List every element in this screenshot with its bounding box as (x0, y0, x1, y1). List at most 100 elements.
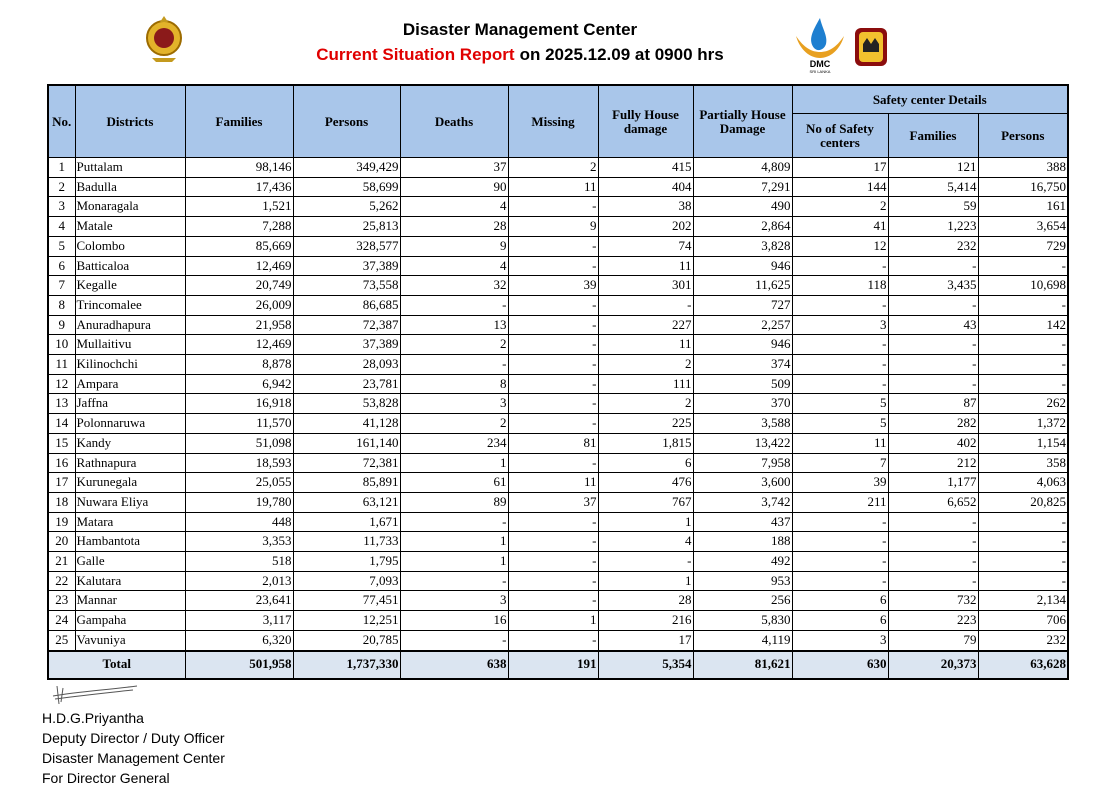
value-cell: 17,436 (184, 176, 294, 198)
value-cell: 1 (597, 511, 694, 533)
value-cell: - (507, 354, 599, 375)
value-cell: - (791, 531, 889, 553)
district-cell: Colombo (74, 235, 186, 257)
table-row: 25 Vavuniya 6,320 20,785- -17 4,119 3 79 232 (47, 629, 1069, 652)
value-cell: 11 (507, 176, 599, 198)
value-cell: - (399, 570, 509, 592)
table-row: 1 Puttalam 98,146 349,429 37 2 415 4,809 17 121 38… (47, 157, 1069, 178)
value-cell: 85,669 (184, 235, 294, 257)
value-cell: 19,780 (184, 491, 294, 513)
row-number: 6 (47, 255, 76, 277)
value-cell: 61 (399, 472, 509, 493)
row-number: 4 (47, 216, 76, 237)
value-cell: 5 (791, 393, 889, 415)
value-cell: - (507, 393, 599, 415)
value-cell: 1,223 (887, 216, 979, 237)
value-cell: 11 (791, 432, 889, 454)
value-cell: 2 (399, 413, 509, 434)
table-row: 18 Nuwara Eliya 19,780 63,121 89 37 767 3,742 21… (47, 491, 1069, 513)
value-cell: 211 (791, 491, 889, 513)
district-cell: Batticaloa (74, 255, 186, 277)
value-cell: 23,781 (292, 373, 401, 395)
table-row: 11 Kilinochchi 8,878 28,093- -2 374- - - (47, 354, 1069, 375)
district-cell: Gampaha (74, 610, 186, 631)
value-cell: 448 (184, 511, 294, 533)
value-cell: 118 (791, 275, 889, 296)
value-cell: 59 (887, 196, 979, 218)
value-cell: 492 (692, 551, 793, 572)
row-number: 13 (47, 393, 76, 415)
value-cell: 87 (887, 393, 979, 415)
value-cell: 17 (597, 629, 694, 652)
district-cell: Trincomalee (74, 294, 186, 316)
value-cell: 1,154 (977, 432, 1069, 454)
value-cell: 212 (887, 452, 979, 474)
value-cell: 6,320 (184, 629, 294, 652)
value-cell: 729 (977, 235, 1069, 257)
value-cell: 77,451 (292, 590, 401, 612)
column-header: Persons (292, 84, 401, 158)
value-cell: 26,009 (184, 294, 294, 316)
value-cell: 161,140 (292, 432, 401, 454)
value-cell: - (887, 531, 979, 553)
table-row: 6 Batticaloa 12,469 37,389 4-11 946- - - (47, 255, 1069, 277)
value-cell: 225 (597, 413, 694, 434)
signature-line: H.D.G.Priyantha (42, 710, 144, 726)
row-number: 23 (47, 590, 76, 612)
column-header: Persons (977, 113, 1069, 158)
value-cell: - (507, 590, 599, 612)
subtitle: Current Situation Report on 2025.12.09 at… (0, 45, 1040, 65)
value-cell: 262 (977, 393, 1069, 415)
value-cell: 37,389 (292, 255, 401, 277)
table-row: 17 Kurunegala 25,055 85,891 61 11 476 3,600 39 1,… (47, 472, 1069, 493)
value-cell: 90 (399, 176, 509, 198)
value-cell: 5,262 (292, 196, 401, 218)
value-cell: 1,795 (292, 551, 401, 572)
signature-line: For Director General (42, 770, 170, 786)
table-row: 22 Kalutara 2,013 7,093- -1 953- - - (47, 570, 1069, 592)
value-cell: - (887, 334, 979, 356)
district-cell: Kilinochchi (74, 354, 186, 375)
value-cell: - (507, 413, 599, 434)
value-cell: - (507, 570, 599, 592)
total-label: Total (47, 649, 186, 680)
district-cell: Polonnaruwa (74, 413, 186, 434)
value-cell: 12,251 (292, 610, 401, 631)
total-cell: 5,354 (597, 649, 694, 680)
value-cell: 28 (399, 216, 509, 237)
value-cell: - (977, 334, 1069, 356)
value-cell: 3 (791, 314, 889, 336)
value-cell: 388 (977, 157, 1069, 178)
row-number: 20 (47, 531, 76, 553)
value-cell: 232 (887, 235, 979, 257)
value-cell: 25,813 (292, 216, 401, 237)
value-cell: 6 (597, 452, 694, 474)
value-cell: 7,288 (184, 216, 294, 237)
value-cell: 11,733 (292, 531, 401, 553)
value-cell: - (791, 511, 889, 533)
value-cell: 41 (791, 216, 889, 237)
row-number: 21 (47, 551, 76, 572)
value-cell: 10,698 (977, 275, 1069, 296)
report-label: Current Situation Report (316, 45, 515, 64)
dmc-logos: DMC SRI LANKA (796, 18, 887, 74)
value-cell: 39 (507, 275, 599, 296)
value-cell: 37 (399, 157, 509, 178)
group-header: Safety center Details (791, 84, 1069, 114)
value-cell: 6 (791, 590, 889, 612)
value-cell: - (887, 354, 979, 375)
value-cell: 301 (597, 275, 694, 296)
value-cell: - (887, 570, 979, 592)
value-cell: 16,918 (184, 393, 294, 415)
district-cell: Kegalle (74, 275, 186, 296)
value-cell: 72,387 (292, 314, 401, 336)
value-cell: 1 (399, 531, 509, 553)
value-cell: 358 (977, 452, 1069, 474)
total-cell: 20,373 (887, 649, 979, 680)
value-cell: 11,625 (692, 275, 793, 296)
row-number: 3 (47, 196, 76, 218)
value-cell: - (791, 334, 889, 356)
row-number: 24 (47, 610, 76, 631)
value-cell: 328,577 (292, 235, 401, 257)
